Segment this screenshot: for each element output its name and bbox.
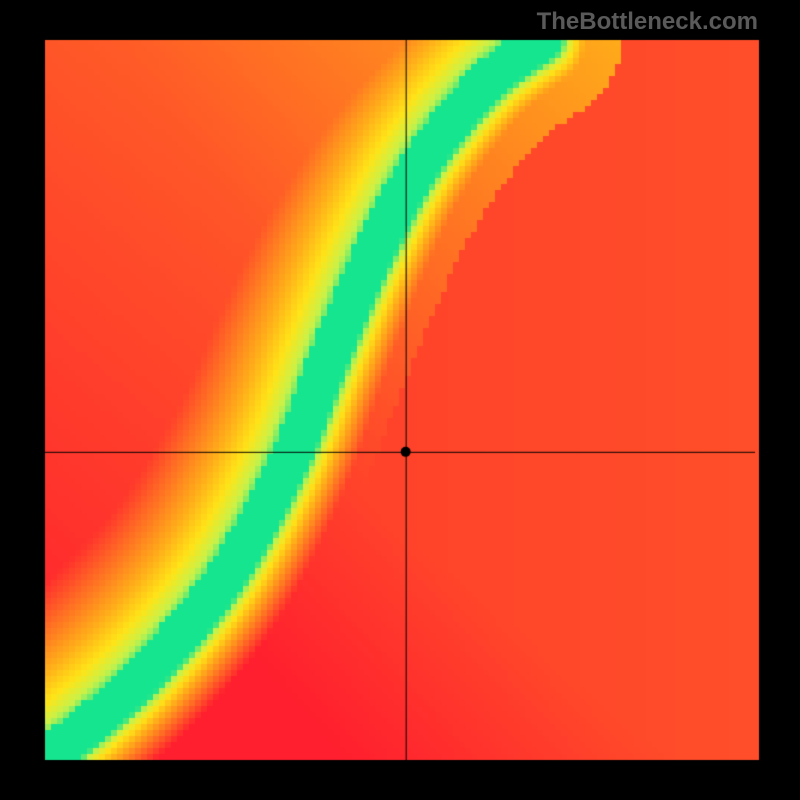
chart-container: TheBottleneck.com — [0, 0, 800, 800]
watermark-text: TheBottleneck.com — [537, 8, 758, 36]
bottleneck-heatmap — [0, 0, 800, 800]
